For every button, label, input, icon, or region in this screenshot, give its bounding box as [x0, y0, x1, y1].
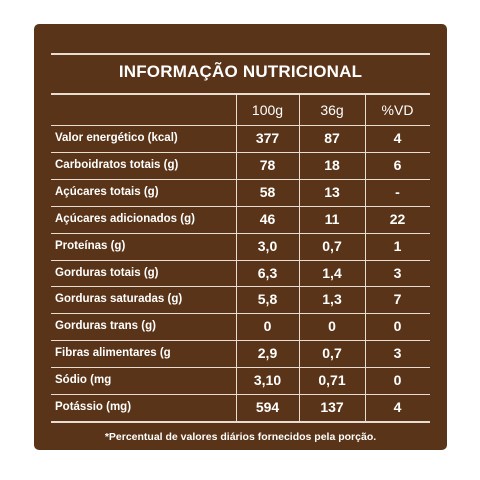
value-36g: 0,7 — [322, 237, 342, 254]
column-divider — [365, 93, 366, 421]
nutrition-panel: INFORMAÇÃO NUTRICIONAL 100g 36g %VD Valo… — [34, 24, 447, 450]
table-row: Gorduras saturadas (g) 5,8 1,3 7 — [51, 286, 430, 312]
nutrient-label: Proteínas (g) — [55, 239, 126, 252]
column-header-36g: 36g — [320, 102, 344, 118]
table-row: Gorduras trans (g) 0 0 0 — [51, 313, 430, 339]
value-vd: 0 — [393, 372, 402, 389]
column-header-vd: %VD — [381, 102, 414, 118]
nutrient-label: Fibras alimentares (g — [55, 347, 171, 360]
top-rule — [51, 53, 430, 55]
value-100g: 594 — [255, 399, 280, 415]
row-divider — [51, 151, 430, 153]
row-divider — [51, 259, 430, 261]
footnote: *Percentual de valores diários fornecido… — [104, 431, 377, 443]
value-vd: 3 — [393, 345, 402, 362]
table-row: Proteínas (g) 3,0 0,7 1 — [51, 233, 430, 259]
nutrient-label: Açúcares totais (g) — [55, 185, 159, 198]
nutrient-label: Gorduras trans (g) — [55, 320, 156, 333]
nutrient-label: Gorduras saturadas (g) — [55, 293, 183, 306]
nutrient-label: Gorduras totais (g) — [55, 266, 159, 279]
table-row: Valor energético (kcal) 377 87 4 — [51, 125, 430, 151]
row-divider — [51, 367, 430, 369]
value-36g: 0,7 — [322, 345, 342, 362]
nutrient-label: Açúcares adicionados (g) — [55, 212, 195, 225]
value-36g: 0 — [328, 318, 336, 335]
value-36g: 18 — [324, 156, 340, 173]
row-divider — [51, 178, 430, 180]
value-vd: 3 — [393, 264, 402, 281]
panel-title: INFORMAÇÃO NUTRICIONAL — [118, 62, 363, 81]
value-36g: 0,71 — [318, 372, 346, 389]
table-row: Fibras alimentares (g 2,9 0,7 3 — [51, 340, 430, 366]
column-divider — [299, 93, 300, 421]
value-100g: 78 — [259, 156, 276, 173]
title-rule — [51, 93, 430, 95]
header-row: 100g 36g %VD — [51, 97, 430, 123]
value-36g: 11 — [324, 210, 340, 227]
value-vd: 6 — [393, 156, 402, 173]
value-vd: 22 — [389, 210, 406, 227]
value-100g: 6,3 — [257, 264, 278, 281]
value-vd: 1 — [393, 237, 402, 254]
table-row: Potássio (mg) 594 137 4 — [51, 394, 430, 420]
row-divider — [51, 420, 430, 423]
table-row: Açúcares adicionados (g) 46 11 22 — [51, 206, 430, 232]
table-row: Carboidratos totais (g) 78 18 6 — [51, 152, 430, 178]
value-100g: 3,0 — [257, 237, 278, 254]
value-100g: 5,8 — [257, 291, 278, 308]
value-100g: 46 — [259, 210, 276, 227]
value-vd: 0 — [393, 318, 402, 335]
value-100g: 3,10 — [253, 372, 282, 389]
value-vd: 4 — [393, 399, 402, 415]
row-divider — [51, 232, 430, 234]
row-divider — [51, 205, 430, 207]
value-36g: 87 — [324, 130, 340, 146]
row-divider — [51, 313, 430, 315]
value-100g: 2,9 — [257, 345, 278, 362]
row-divider — [51, 340, 430, 342]
value-100g: 377 — [255, 130, 280, 146]
nutrient-label: Carboidratos totais (g) — [55, 158, 179, 171]
table-row: Sódio (mg 3,10 0,71 0 — [51, 367, 430, 393]
value-36g: 13 — [324, 183, 340, 200]
row-divider — [51, 286, 430, 288]
value-vd: 7 — [393, 291, 402, 308]
value-vd: - — [395, 183, 400, 200]
table-row: Gorduras totais (g) 6,3 1,4 3 — [51, 260, 430, 286]
value-36g: 137 — [320, 399, 344, 415]
value-100g: 0 — [263, 318, 272, 335]
row-divider — [51, 125, 430, 126]
value-36g: 1,4 — [322, 264, 342, 281]
nutrient-label: Sódio (mg — [55, 374, 112, 387]
value-100g: 58 — [259, 183, 276, 200]
value-36g: 1,3 — [322, 291, 342, 308]
table-row: Açúcares totais (g) 58 13 - — [51, 179, 430, 205]
row-divider — [51, 394, 430, 395]
column-divider — [236, 93, 237, 421]
value-vd: 4 — [393, 130, 402, 146]
column-header-100g: 100g — [251, 102, 284, 118]
nutrient-label: Valor energético (kcal) — [55, 132, 178, 144]
nutrient-label: Potássio (mg) — [55, 401, 132, 413]
